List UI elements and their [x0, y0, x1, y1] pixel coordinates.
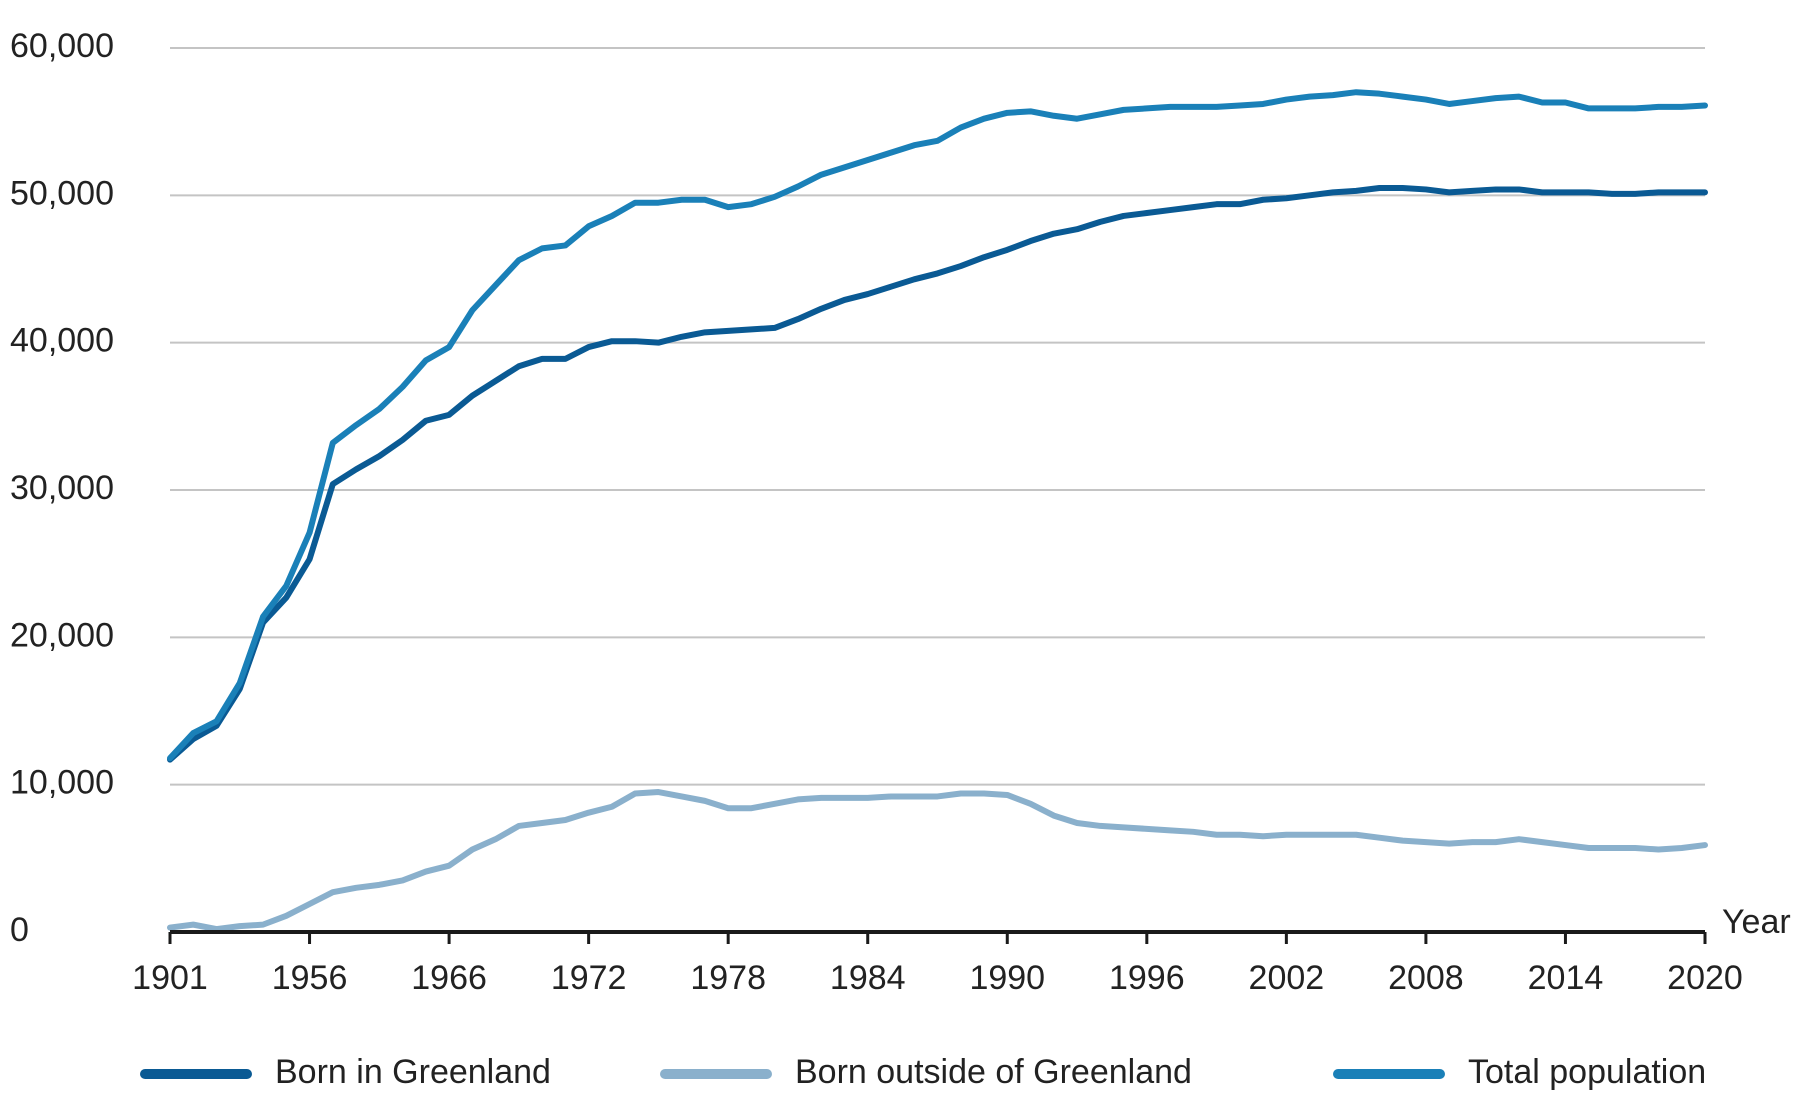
legend-label: Born outside of Greenland — [795, 1053, 1192, 1091]
x-tick-label: 2002 — [1249, 959, 1325, 997]
y-tick-label: 40,000 — [10, 322, 114, 360]
y-tick-label: 20,000 — [10, 616, 114, 654]
x-axis-label: Year — [1722, 903, 1791, 941]
x-tick-label: 2014 — [1528, 959, 1604, 997]
y-tick-label: 0 — [10, 911, 29, 949]
x-tick-label: 1978 — [690, 959, 766, 997]
series-line — [167, 789, 1708, 933]
series-line — [167, 184, 1708, 763]
y-tick-label: 10,000 — [10, 764, 114, 802]
series-line — [167, 89, 1708, 762]
x-tick-label: 1901 — [132, 959, 208, 997]
y-tick-label: 60,000 — [10, 27, 114, 65]
legend-label: Born in Greenland — [275, 1053, 551, 1091]
x-tick-label: 1984 — [830, 959, 906, 997]
x-tick-label: 1990 — [969, 959, 1045, 997]
legend-label: Total population — [1468, 1053, 1706, 1091]
x-tick-label: 1966 — [411, 959, 487, 997]
y-tick-label: 50,000 — [10, 174, 114, 212]
x-tick-label: 1956 — [272, 959, 348, 997]
x-tick-label: 1972 — [551, 959, 627, 997]
y-tick-label: 30,000 — [10, 469, 114, 507]
x-tick-label: 1996 — [1109, 959, 1185, 997]
x-tick-label: 2008 — [1388, 959, 1464, 997]
x-tick-label: 2020 — [1667, 959, 1743, 997]
